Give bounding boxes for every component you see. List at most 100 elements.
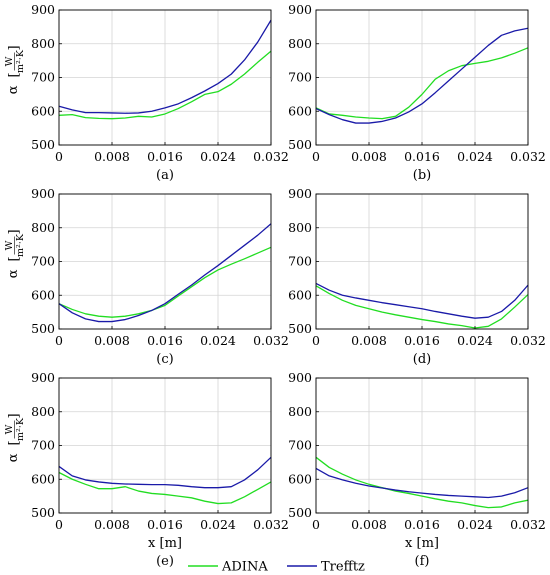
y-axis-symbol: α bbox=[6, 453, 21, 462]
panel-caption: (b) bbox=[413, 168, 431, 183]
x-tick-label: 0 bbox=[312, 333, 320, 348]
x-tick-label: 0.016 bbox=[147, 517, 183, 532]
y-axis-bracket-right: ] bbox=[7, 413, 22, 418]
x-tick-label: 0.032 bbox=[253, 333, 289, 348]
y-tick-label: 700 bbox=[31, 70, 55, 85]
y-tick-label: 900 bbox=[288, 186, 312, 201]
y-axis-label: α [ W m²·K] bbox=[4, 229, 26, 278]
y-tick-label: 900 bbox=[31, 186, 55, 201]
y-axis-unit-numerator: W bbox=[4, 424, 15, 434]
y-axis-symbol: α bbox=[6, 85, 21, 94]
series-line-trefftz bbox=[58, 19, 272, 114]
series-line-adina bbox=[58, 471, 272, 505]
x-axis-label: x [m] bbox=[405, 536, 439, 551]
y-axis-bracket-left: [ bbox=[7, 72, 22, 77]
y-axis-symbol: α bbox=[6, 269, 21, 278]
y-tick-label: 700 bbox=[31, 254, 55, 269]
x-tick-label: 0.016 bbox=[147, 333, 183, 348]
x-tick-label: 0.024 bbox=[200, 517, 236, 532]
y-axis-bracket-right: ] bbox=[7, 229, 22, 234]
y-axis-unit-denominator: m²·K bbox=[15, 49, 26, 73]
y-tick-label: 800 bbox=[288, 404, 312, 419]
x-tick-label: 0.008 bbox=[351, 149, 387, 164]
y-tick-label: 800 bbox=[288, 36, 312, 51]
y-tick-label: 700 bbox=[288, 70, 312, 85]
y-tick-label: 600 bbox=[288, 287, 312, 302]
y-tick-label: 900 bbox=[31, 2, 55, 17]
panel-a: 0 0.008 0.016 0.024 0.032 500 600 700 800 900 (a) α… bbox=[4, 2, 289, 183]
panel-caption: (e) bbox=[156, 554, 174, 569]
y-axis-bracket-left: [ bbox=[7, 440, 22, 445]
series-line-adina bbox=[58, 246, 272, 318]
x-tick-label: 0.032 bbox=[510, 333, 546, 348]
x-tick-label: 0 bbox=[55, 517, 63, 532]
y-tick-label: 800 bbox=[31, 404, 55, 419]
x-tick-label: 0.024 bbox=[457, 517, 493, 532]
panel-d: 0 0.008 0.016 0.024 0.032 500 600 700 800 900 (d) bbox=[288, 186, 546, 367]
x-tick-label: 0.032 bbox=[253, 149, 289, 164]
x-tick-label: 0.008 bbox=[94, 333, 130, 348]
x-tick-label: 0.032 bbox=[510, 517, 546, 532]
panel-c: 0 0.008 0.016 0.024 0.032 500 600 700 800 900 (c) α… bbox=[4, 186, 289, 367]
y-tick-label: 700 bbox=[31, 438, 55, 453]
series-line-adina bbox=[315, 456, 529, 509]
series-line-trefftz bbox=[315, 27, 529, 124]
y-axis-unit-denominator: m²·K bbox=[15, 417, 26, 441]
x-tick-label: 0.016 bbox=[404, 333, 440, 348]
y-tick-label: 600 bbox=[31, 103, 55, 118]
legend: ADINA Trefftz bbox=[188, 560, 365, 575]
series-line-adina bbox=[58, 50, 272, 120]
y-tick-label: 800 bbox=[31, 220, 55, 235]
y-tick-label: 700 bbox=[288, 438, 312, 453]
y-tick-label: 500 bbox=[288, 321, 312, 336]
y-tick-label: 900 bbox=[31, 370, 55, 385]
y-tick-label: 700 bbox=[288, 254, 312, 269]
y-axis-label: α [ W m²·K] bbox=[4, 413, 26, 462]
series-line-adina bbox=[315, 285, 529, 329]
y-tick-label: 600 bbox=[31, 471, 55, 486]
x-tick-label: 0.016 bbox=[404, 517, 440, 532]
y-tick-label: 600 bbox=[288, 103, 312, 118]
y-tick-label: 500 bbox=[31, 505, 55, 520]
series-line-adina bbox=[315, 47, 529, 120]
y-axis-label: α [W m²·K] bbox=[4, 45, 26, 94]
y-tick-label: 500 bbox=[288, 505, 312, 520]
x-tick-label: 0.016 bbox=[404, 149, 440, 164]
x-tick-label: 0.008 bbox=[94, 149, 130, 164]
x-tick-label: 0.024 bbox=[457, 333, 493, 348]
y-axis-unit-denominator: m²·K bbox=[15, 233, 26, 257]
legend-label-adina: ADINA bbox=[221, 560, 268, 575]
x-tick-label: 0.008 bbox=[94, 517, 130, 532]
x-tick-label: 0.032 bbox=[510, 149, 546, 164]
x-tick-label: 0.024 bbox=[200, 333, 236, 348]
y-tick-label: 600 bbox=[31, 287, 55, 302]
y-tick-label: 500 bbox=[31, 137, 55, 152]
y-tick-label: 800 bbox=[31, 36, 55, 51]
x-tick-label: 0.024 bbox=[200, 149, 236, 164]
series-line-trefftz bbox=[315, 282, 529, 319]
series-line-trefftz bbox=[315, 467, 529, 499]
panel-f: 0 0.008 0.016 0.024 0.032 500 600 700 800 900 (f) x… bbox=[288, 370, 546, 569]
y-axis-bracket-left: [ bbox=[7, 256, 22, 261]
x-tick-label: 0.008 bbox=[351, 517, 387, 532]
panel-caption: (a) bbox=[156, 168, 174, 183]
x-tick-label: 0.032 bbox=[253, 517, 289, 532]
y-axis-unit-numerator: W bbox=[4, 240, 15, 250]
panel-e: 0 0.008 0.016 0.024 0.032 500 600 700 800 900 (e) α… bbox=[4, 370, 289, 569]
y-tick-label: 900 bbox=[288, 2, 312, 17]
x-tick-label: 0 bbox=[312, 517, 320, 532]
y-axis-bracket-right: ] bbox=[7, 45, 22, 50]
panel-b: 0 0.008 0.016 0.024 0.032 500 600 700 800 900 (b) bbox=[288, 2, 546, 183]
x-tick-label: 0.024 bbox=[457, 149, 493, 164]
panel-caption: (d) bbox=[413, 352, 431, 367]
x-tick-label: 0 bbox=[55, 333, 63, 348]
panel-caption: (f) bbox=[415, 554, 430, 569]
x-tick-label: 0 bbox=[55, 149, 63, 164]
y-tick-label: 600 bbox=[288, 471, 312, 486]
x-tick-label: 0.016 bbox=[147, 149, 183, 164]
x-axis-label: x [m] bbox=[148, 536, 182, 551]
y-tick-label: 500 bbox=[31, 321, 55, 336]
y-tick-label: 800 bbox=[288, 220, 312, 235]
y-tick-label: 500 bbox=[288, 137, 312, 152]
